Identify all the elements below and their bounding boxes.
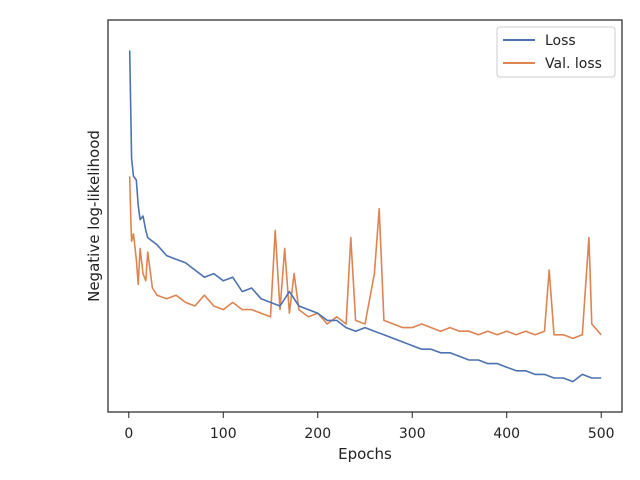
series-line-loss: [128, 50, 602, 383]
x-axis-ticks: 0 100 200 300 400 500: [124, 412, 615, 442]
x-tick-label: 300: [399, 426, 426, 442]
x-tick-label: 0: [124, 426, 133, 442]
plot-frame: [107, 19, 623, 413]
legend-label-loss: Loss: [545, 33, 576, 49]
plot-area: [108, 20, 622, 412]
series-layer: [128, 50, 602, 383]
x-tick-label: 400: [493, 426, 520, 442]
x-tick-label: 500: [588, 426, 615, 442]
legend-label-val-loss: Val. loss: [545, 56, 602, 72]
legend: Loss Val. loss: [496, 26, 616, 78]
x-tick-label: 100: [210, 426, 237, 442]
x-tick-label: 200: [304, 426, 331, 442]
x-axis-label: Epochs: [338, 445, 392, 463]
y-axis-label: Negative log-likelihood: [85, 130, 103, 302]
